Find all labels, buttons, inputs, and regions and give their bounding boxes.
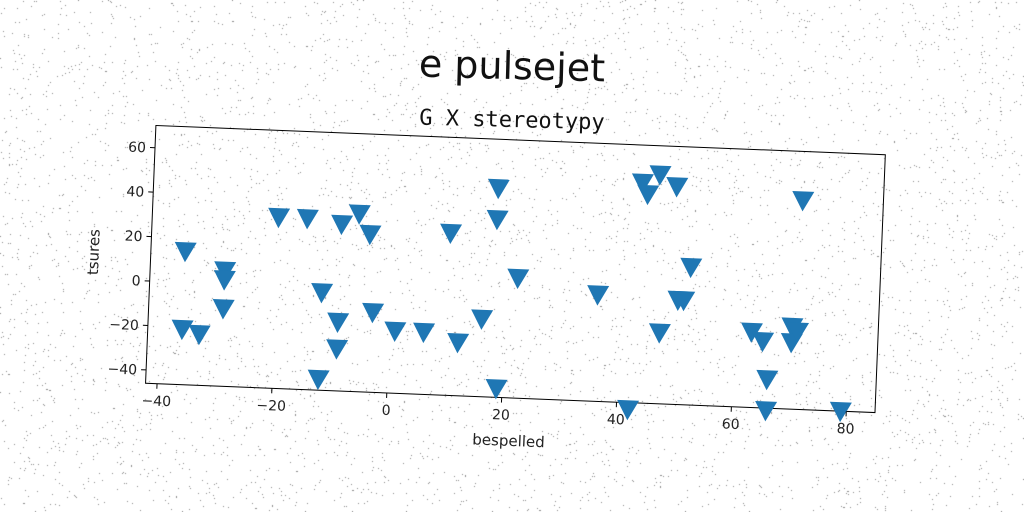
- x-tick-label: 0: [381, 403, 391, 419]
- x-tick-label: 40: [607, 412, 625, 429]
- data-point: [649, 165, 672, 186]
- y-tick-label: −20: [109, 317, 139, 334]
- x-axis-label: bespelled: [472, 430, 545, 451]
- data-point: [755, 400, 778, 422]
- data-point: [829, 401, 852, 423]
- data-point: [174, 241, 197, 263]
- data-point: [331, 214, 354, 236]
- data-point: [792, 190, 815, 212]
- data-point: [787, 322, 810, 343]
- y-axis-label: tsures: [84, 229, 104, 276]
- data-point: [637, 184, 660, 206]
- data-point: [617, 399, 640, 421]
- data-point: [648, 323, 671, 344]
- data-point: [440, 223, 463, 245]
- data-point: [471, 309, 494, 330]
- x-tick-label: −40: [141, 393, 171, 410]
- y-tick-label: 40: [126, 184, 144, 201]
- y-tick-label: −40: [107, 361, 137, 378]
- data-point: [752, 331, 775, 353]
- data-points: [171, 165, 852, 423]
- x-axis-ticks: −40 −20 0 20 40 60 80: [141, 383, 855, 438]
- data-point: [188, 324, 211, 346]
- y-tick-label: 20: [124, 229, 142, 246]
- data-point: [296, 208, 319, 230]
- data-point: [326, 339, 349, 360]
- data-point: [212, 299, 235, 320]
- data-point: [666, 177, 689, 198]
- data-point: [311, 282, 334, 304]
- plot-area-frame: [145, 124, 886, 414]
- data-point: [359, 224, 382, 246]
- data-point: [741, 322, 764, 343]
- data-point: [447, 332, 470, 354]
- y-tick-label: 60: [128, 140, 146, 157]
- x-tick-label: 60: [721, 416, 739, 433]
- data-point: [413, 322, 436, 344]
- data-point: [631, 173, 654, 194]
- data-point: [268, 207, 291, 229]
- data-point: [756, 369, 779, 391]
- x-tick-label: 20: [492, 407, 510, 424]
- data-point: [486, 209, 509, 231]
- data-point: [362, 302, 385, 324]
- data-point: [673, 290, 696, 312]
- data-point: [487, 178, 510, 200]
- x-tick-label: −20: [256, 398, 286, 415]
- data-point: [171, 319, 194, 341]
- data-point: [507, 268, 530, 290]
- data-point: [384, 321, 407, 342]
- data-point: [680, 257, 703, 279]
- data-point: [587, 285, 610, 306]
- data-point: [348, 204, 371, 225]
- data-point: [485, 379, 508, 400]
- y-axis-ticks: −40 −20 0 20 40 60: [107, 140, 156, 379]
- data-point: [327, 312, 350, 333]
- data-point: [213, 270, 236, 291]
- x-tick-label: 80: [836, 421, 854, 438]
- data-point: [307, 369, 330, 391]
- y-tick-label: 0: [131, 273, 141, 289]
